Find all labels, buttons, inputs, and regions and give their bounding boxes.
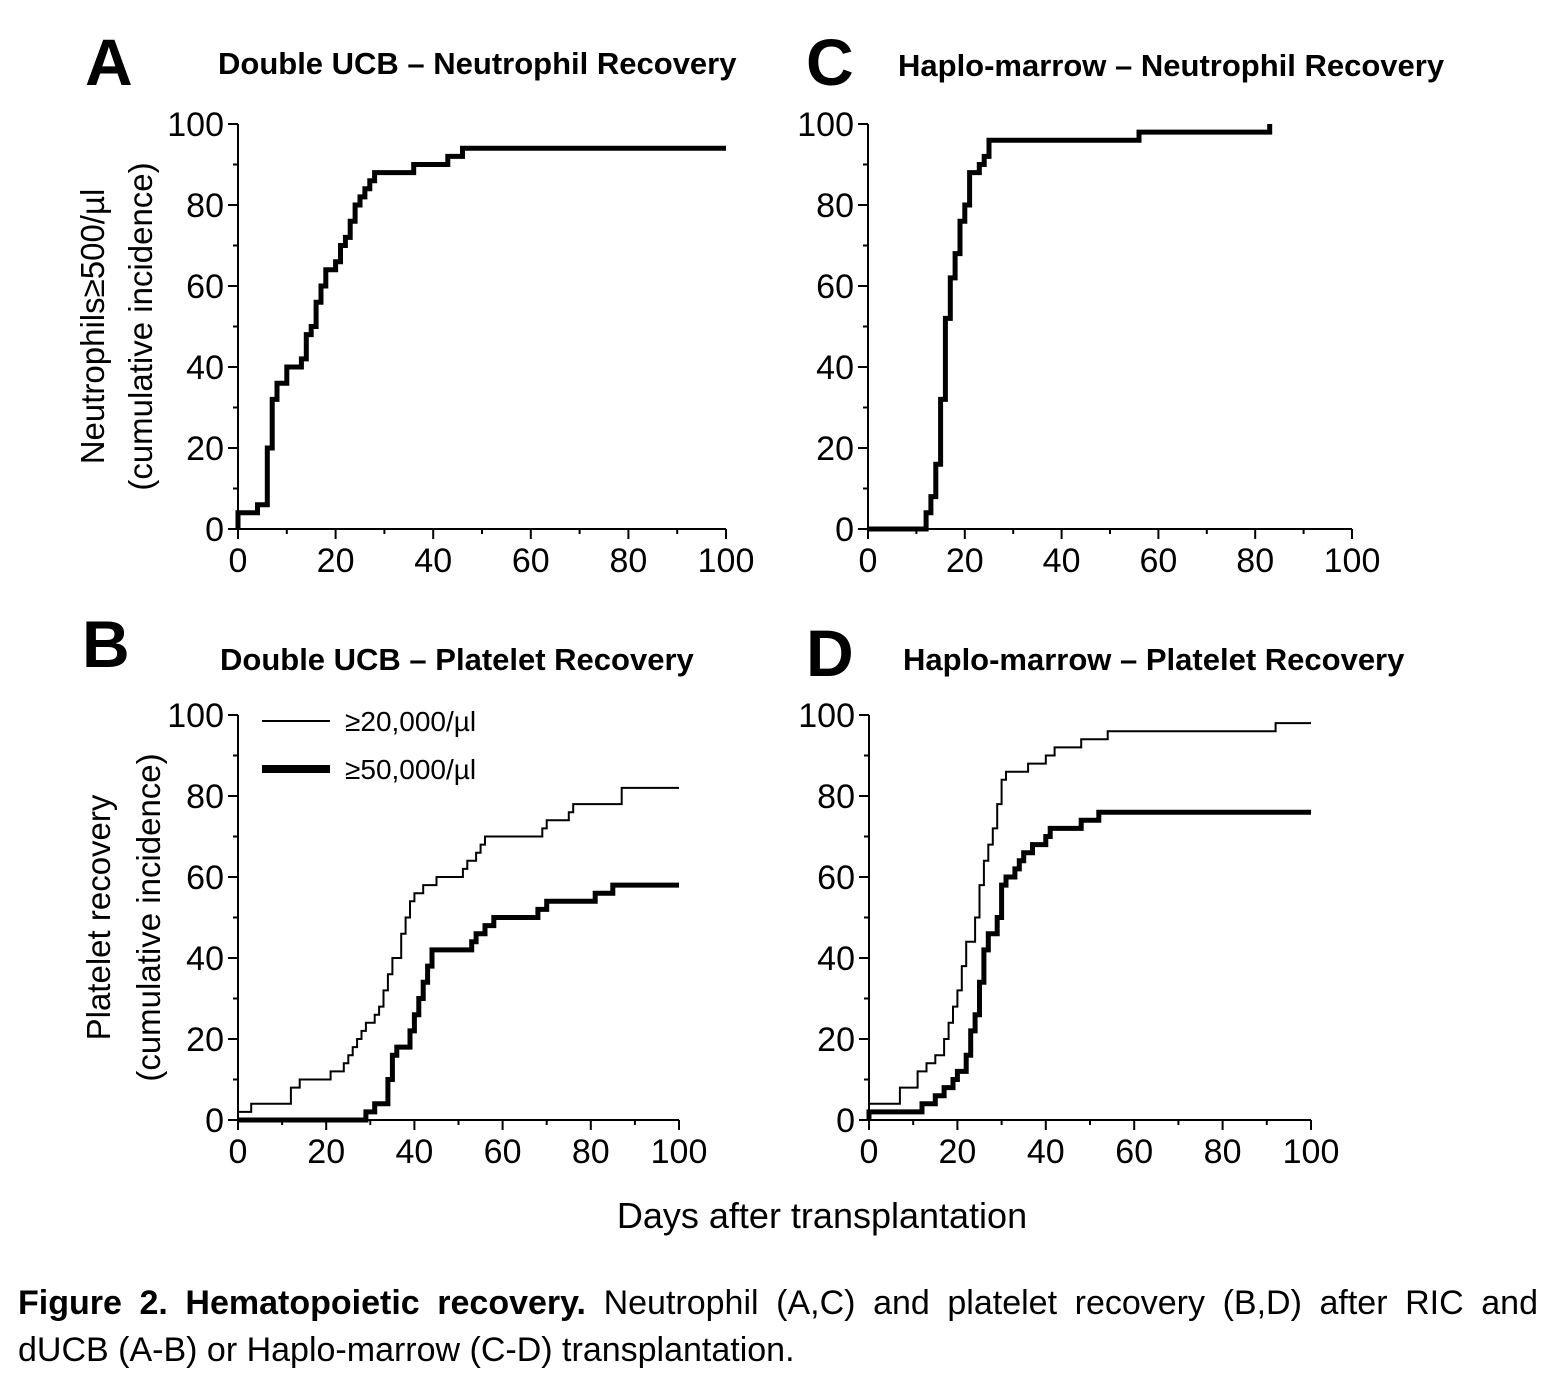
y-tick-label: 0 bbox=[835, 511, 854, 549]
panel-letter: C bbox=[806, 25, 854, 99]
chart-panel-a: A Double UCB – Neutrophil Recovery 0 20 40 60… bbox=[74, 25, 754, 580]
series-line-thin bbox=[237, 786, 679, 1120]
y-tick-label: 20 bbox=[817, 1021, 855, 1059]
y-tick-label: 100 bbox=[797, 106, 854, 144]
x-tick-label: 0 bbox=[860, 1133, 879, 1171]
panel-title: Haplo-marrow – Neutrophil Recovery bbox=[898, 48, 1445, 83]
x-tick-label: 100 bbox=[1283, 1133, 1340, 1171]
figure-caption: Figure 2. Hematopoietic recovery. Neutro… bbox=[18, 1280, 1538, 1374]
x-tick-label: 40 bbox=[395, 1133, 433, 1171]
panel-title: Double UCB – Platelet Recovery bbox=[220, 642, 695, 677]
series-line-thick bbox=[238, 882, 679, 1123]
x-tick-label: 60 bbox=[512, 542, 550, 580]
y-tick-label: 80 bbox=[186, 778, 224, 816]
x-tick-label: 80 bbox=[1204, 1133, 1242, 1171]
y-tick-label: 80 bbox=[817, 778, 855, 816]
series-line-thick bbox=[866, 809, 1311, 1120]
x-tick-label: 0 bbox=[229, 542, 248, 580]
x-tick-label: 20 bbox=[938, 1133, 976, 1171]
y-axis-title: (cumulative incidence) bbox=[122, 162, 159, 490]
x-tick-label: 80 bbox=[609, 542, 647, 580]
legend-label: ≥50,000/µl bbox=[345, 754, 476, 785]
y-tick-label: 80 bbox=[816, 187, 854, 225]
panel-letter: B bbox=[82, 607, 130, 681]
y-tick-label: 20 bbox=[186, 430, 224, 468]
caption-text: Neutrophil (A,C) and platelet recovery (… bbox=[18, 1284, 1538, 1369]
y-tick-label: 40 bbox=[817, 940, 855, 978]
panel-letter: D bbox=[806, 616, 854, 690]
chart-panel-d: D Haplo-marrow – Platelet Recovery 0 20 40 60… bbox=[798, 616, 1405, 1171]
x-tick-label: 20 bbox=[946, 542, 984, 580]
x-tick-label: 60 bbox=[484, 1133, 522, 1171]
chart-panel-b: B Double UCB – Platelet Recovery 0 20 40 60 80… bbox=[80, 607, 707, 1171]
y-tick-label: 40 bbox=[816, 349, 854, 387]
figure: A Double UCB – Neutrophil Recovery 0 20 40 60… bbox=[74, 25, 1445, 1236]
legend-label: ≥20,000/µl bbox=[345, 706, 476, 737]
y-axis-title: Neutrophils≥500/µl bbox=[74, 189, 111, 465]
x-tick-label: 60 bbox=[1139, 542, 1177, 580]
y-tick-label: 20 bbox=[186, 1021, 224, 1059]
y-tick-label: 60 bbox=[186, 859, 224, 897]
y-tick-label: 100 bbox=[167, 106, 224, 144]
x-tick-label: 20 bbox=[307, 1133, 345, 1171]
series-line-thin bbox=[868, 722, 1311, 1120]
x-tick-label: 100 bbox=[698, 542, 755, 580]
series-line-thick bbox=[235, 145, 726, 529]
y-tick-label: 60 bbox=[816, 268, 854, 306]
y-axis-title: Platelet recovery bbox=[80, 794, 117, 1040]
x-tick-label: 100 bbox=[651, 1133, 708, 1171]
x-tick-label: 0 bbox=[229, 1133, 248, 1171]
x-tick-label: 100 bbox=[1324, 542, 1381, 580]
y-tick-label: 100 bbox=[167, 697, 224, 735]
y-tick-label: 40 bbox=[186, 940, 224, 978]
x-tick-label: 40 bbox=[1027, 1133, 1065, 1171]
x-tick-label: 20 bbox=[317, 542, 355, 580]
x-tick-label: 40 bbox=[1043, 542, 1081, 580]
y-tick-label: 0 bbox=[836, 1102, 855, 1140]
x-tick-label: 0 bbox=[859, 542, 878, 580]
y-axis-title: (cumulative incidence) bbox=[130, 753, 167, 1081]
series-line-thick bbox=[868, 124, 1273, 532]
chart-panel-c: C Haplo-marrow – Neutrophil Recovery 0 20 40… bbox=[797, 25, 1445, 580]
panel-letter: A bbox=[85, 25, 133, 99]
y-tick-label: 80 bbox=[186, 187, 224, 225]
y-tick-label: 60 bbox=[817, 859, 855, 897]
panel-title: Haplo-marrow – Platelet Recovery bbox=[903, 642, 1405, 677]
y-tick-label: 40 bbox=[186, 349, 224, 387]
y-tick-label: 60 bbox=[186, 268, 224, 306]
y-tick-label: 100 bbox=[798, 697, 855, 735]
y-tick-label: 0 bbox=[205, 1102, 224, 1140]
y-tick-label: 20 bbox=[816, 430, 854, 468]
x-tick-label: 80 bbox=[572, 1133, 610, 1171]
x-tick-label: 80 bbox=[1236, 542, 1274, 580]
y-tick-label: 0 bbox=[205, 511, 224, 549]
x-tick-label: 40 bbox=[414, 542, 452, 580]
x-axis-title: Days after transplantation bbox=[617, 1195, 1027, 1236]
x-tick-label: 60 bbox=[1115, 1133, 1153, 1171]
caption-bold: Figure 2. Hematopoietic recovery. bbox=[18, 1284, 586, 1322]
panel-title: Double UCB – Neutrophil Recovery bbox=[218, 46, 737, 81]
